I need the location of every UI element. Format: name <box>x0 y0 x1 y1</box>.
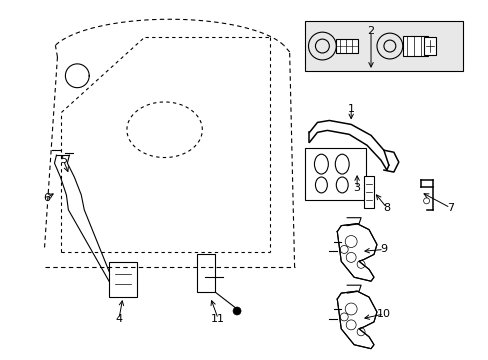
Bar <box>364 176 373 208</box>
Text: 3: 3 <box>353 183 360 193</box>
Polygon shape <box>337 291 376 349</box>
Bar <box>336 39 357 53</box>
Bar <box>304 21 462 71</box>
Bar <box>423 37 435 55</box>
Text: 5: 5 <box>60 155 67 165</box>
Text: 6: 6 <box>43 193 50 203</box>
Text: 1: 1 <box>347 104 354 113</box>
Polygon shape <box>337 224 376 281</box>
Bar <box>402 36 427 56</box>
Circle shape <box>233 307 241 315</box>
Text: 4: 4 <box>115 314 122 324</box>
Text: 8: 8 <box>383 203 389 213</box>
Text: 10: 10 <box>376 309 390 319</box>
Text: 9: 9 <box>380 244 386 255</box>
Text: 2: 2 <box>366 26 374 36</box>
Bar <box>109 262 137 297</box>
Text: 7: 7 <box>446 203 453 213</box>
Text: 11: 11 <box>211 314 225 324</box>
Bar <box>197 255 215 292</box>
Bar <box>304 148 366 200</box>
